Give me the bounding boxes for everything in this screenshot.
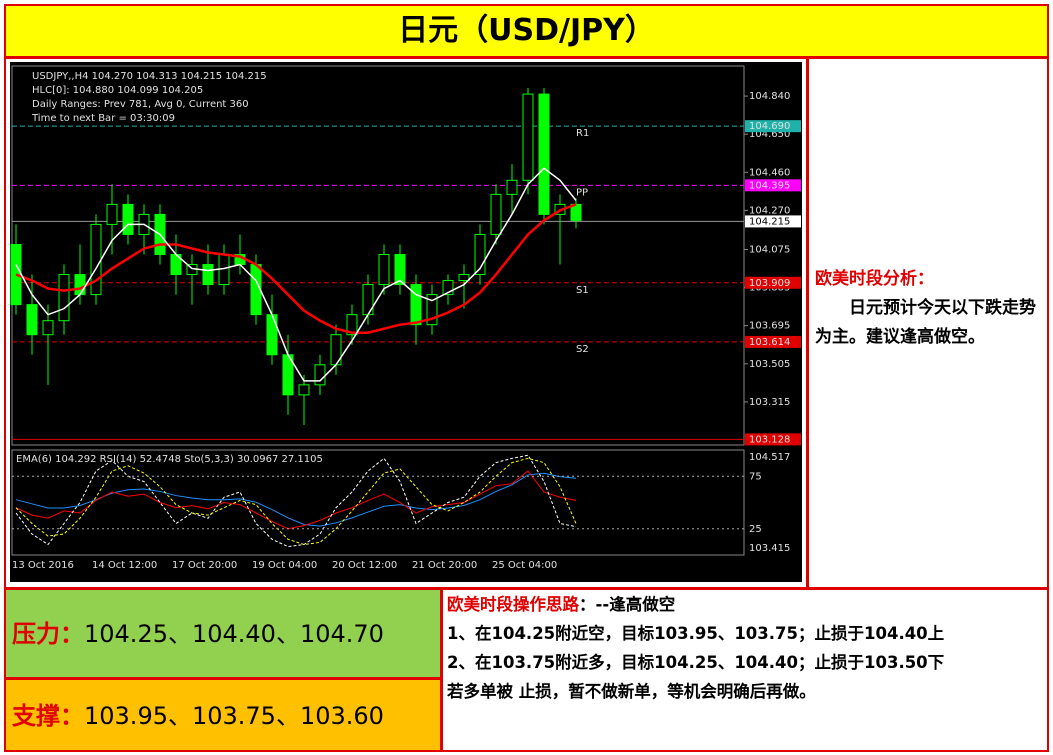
pressure-values: 104.25、104.40、104.70 xyxy=(84,620,384,648)
y-tick-label: 104.075 xyxy=(749,244,790,255)
candle-body xyxy=(202,264,214,286)
current-label: 104.215 xyxy=(749,216,790,227)
level-name: PP xyxy=(576,187,588,198)
chart-header: Time to next Bar = 03:30:09 xyxy=(31,113,175,124)
y-tick-label: 104.650 xyxy=(749,129,790,140)
candle-body xyxy=(506,179,518,195)
candle-body xyxy=(474,233,486,276)
ops-heading-rest: ：--逢高做空 xyxy=(579,595,676,614)
candle-body xyxy=(410,284,422,326)
osc-y2-label: 104.517 xyxy=(749,452,790,463)
candle-body xyxy=(394,253,406,286)
ops-heading: 欧美时段操作思路 xyxy=(447,595,579,614)
osc-header: EMA(6) 104.292 RSI(14) 52.4748 Sto(5,3,3… xyxy=(16,454,323,465)
candle-body xyxy=(266,314,278,356)
candle-body xyxy=(458,274,470,282)
y-tick-label: 104.840 xyxy=(749,91,790,102)
candle-body xyxy=(74,274,86,296)
level-label: 103.128 xyxy=(749,434,790,445)
x-label: 25 Oct 04:00 xyxy=(492,560,557,571)
candle-body xyxy=(346,314,358,336)
osc-y2-label: 103.415 xyxy=(749,543,790,554)
ops-line: 1、在104.25附近空，目标103.95、103.75；止损于104.40上 xyxy=(447,624,945,643)
candle-body xyxy=(90,223,102,296)
candle-body xyxy=(106,203,118,225)
line xyxy=(15,203,577,334)
line xyxy=(15,454,577,548)
level-box xyxy=(745,433,801,446)
chart-header: HLC[0]: 104.880 104.099 104.205 xyxy=(32,85,203,96)
y-tick-label: 103.315 xyxy=(749,397,790,408)
support: 支撑：103.95、103.75、103.60 xyxy=(4,678,442,752)
candle-body xyxy=(298,384,310,396)
osc-tick-label: 25 xyxy=(749,524,762,535)
candle-body xyxy=(378,253,390,286)
line xyxy=(15,470,577,530)
title: 日元（USD/JPY） xyxy=(4,4,1049,58)
x-label: 19 Oct 04:00 xyxy=(252,560,317,571)
side-heading: 欧美时段分析： xyxy=(815,269,934,289)
y-tick-label: 104.460 xyxy=(749,167,790,178)
osc-tick-label: 75 xyxy=(749,471,762,482)
candle-body xyxy=(42,320,54,336)
support-label: 支撑： xyxy=(12,702,84,730)
line xyxy=(15,167,577,382)
x-label: 20 Oct 12:00 xyxy=(332,560,397,571)
current-box xyxy=(745,215,801,228)
candle-body xyxy=(122,203,134,235)
candle-body xyxy=(538,93,550,215)
level-label: 104.690 xyxy=(749,121,790,132)
operations: 欧美时段操作思路：--逢高做空 1、在104.25附近空，目标103.95、10… xyxy=(441,588,1049,752)
level-box xyxy=(745,276,801,289)
level-label: 103.614 xyxy=(749,337,790,348)
support-values: 103.95、103.75、103.60 xyxy=(84,702,384,730)
ops-line: 2、在103.75附近多，目标104.25、104.40；止损于103.50下 xyxy=(447,653,945,672)
side-body: 日元预计今天以下跌走势为主。建议逢高做空。 xyxy=(815,298,1036,347)
level-box xyxy=(745,179,801,192)
pressure: 压力：104.25、104.40、104.70 xyxy=(4,588,442,679)
level-name: S2 xyxy=(576,344,589,355)
y-tick-label: 104.270 xyxy=(749,205,790,216)
chart-header: USDJPY,,H4 104.270 104.313 104.215 104.2… xyxy=(32,71,267,82)
level-box xyxy=(745,120,801,133)
candle-body xyxy=(426,294,438,326)
chart: 104.840104.650104.460104.270104.075103.8… xyxy=(10,62,802,582)
line xyxy=(15,457,577,546)
level-label: 103.909 xyxy=(749,278,790,289)
candle-body xyxy=(314,364,326,386)
chart-header: Daily Ranges: Prev 781, Avg 0, Current 3… xyxy=(32,99,249,110)
y-tick-label: 103.505 xyxy=(749,359,790,370)
level-label: 104.395 xyxy=(749,180,790,191)
pressure-label: 压力： xyxy=(12,620,84,648)
osc-panel xyxy=(11,449,745,556)
x-label: 14 Oct 12:00 xyxy=(92,560,157,571)
candle-body xyxy=(58,274,70,322)
x-label: 13 Oct 2016 xyxy=(12,560,74,571)
x-label: 17 Oct 20:00 xyxy=(172,560,237,571)
side-panel: 欧美时段分析： 日元预计今天以下跌走势为主。建议逢高做空。 xyxy=(807,57,1049,589)
candle-body xyxy=(442,280,454,296)
level-name: S1 xyxy=(576,285,589,296)
candle-body xyxy=(26,304,38,336)
y-tick-label: 103.695 xyxy=(749,321,790,332)
ops-line: 若多单被 止损，暂不做新单，等机会明确后再做。 xyxy=(447,682,816,701)
level-name: R1 xyxy=(576,128,589,139)
candle-body xyxy=(490,193,502,235)
x-label: 21 Oct 20:00 xyxy=(412,560,477,571)
line xyxy=(15,472,577,527)
candle-body xyxy=(522,93,534,181)
side-text: 欧美时段分析： 日元预计今天以下跌走势为主。建议逢高做空。 xyxy=(815,265,1043,352)
level-box xyxy=(745,335,801,348)
